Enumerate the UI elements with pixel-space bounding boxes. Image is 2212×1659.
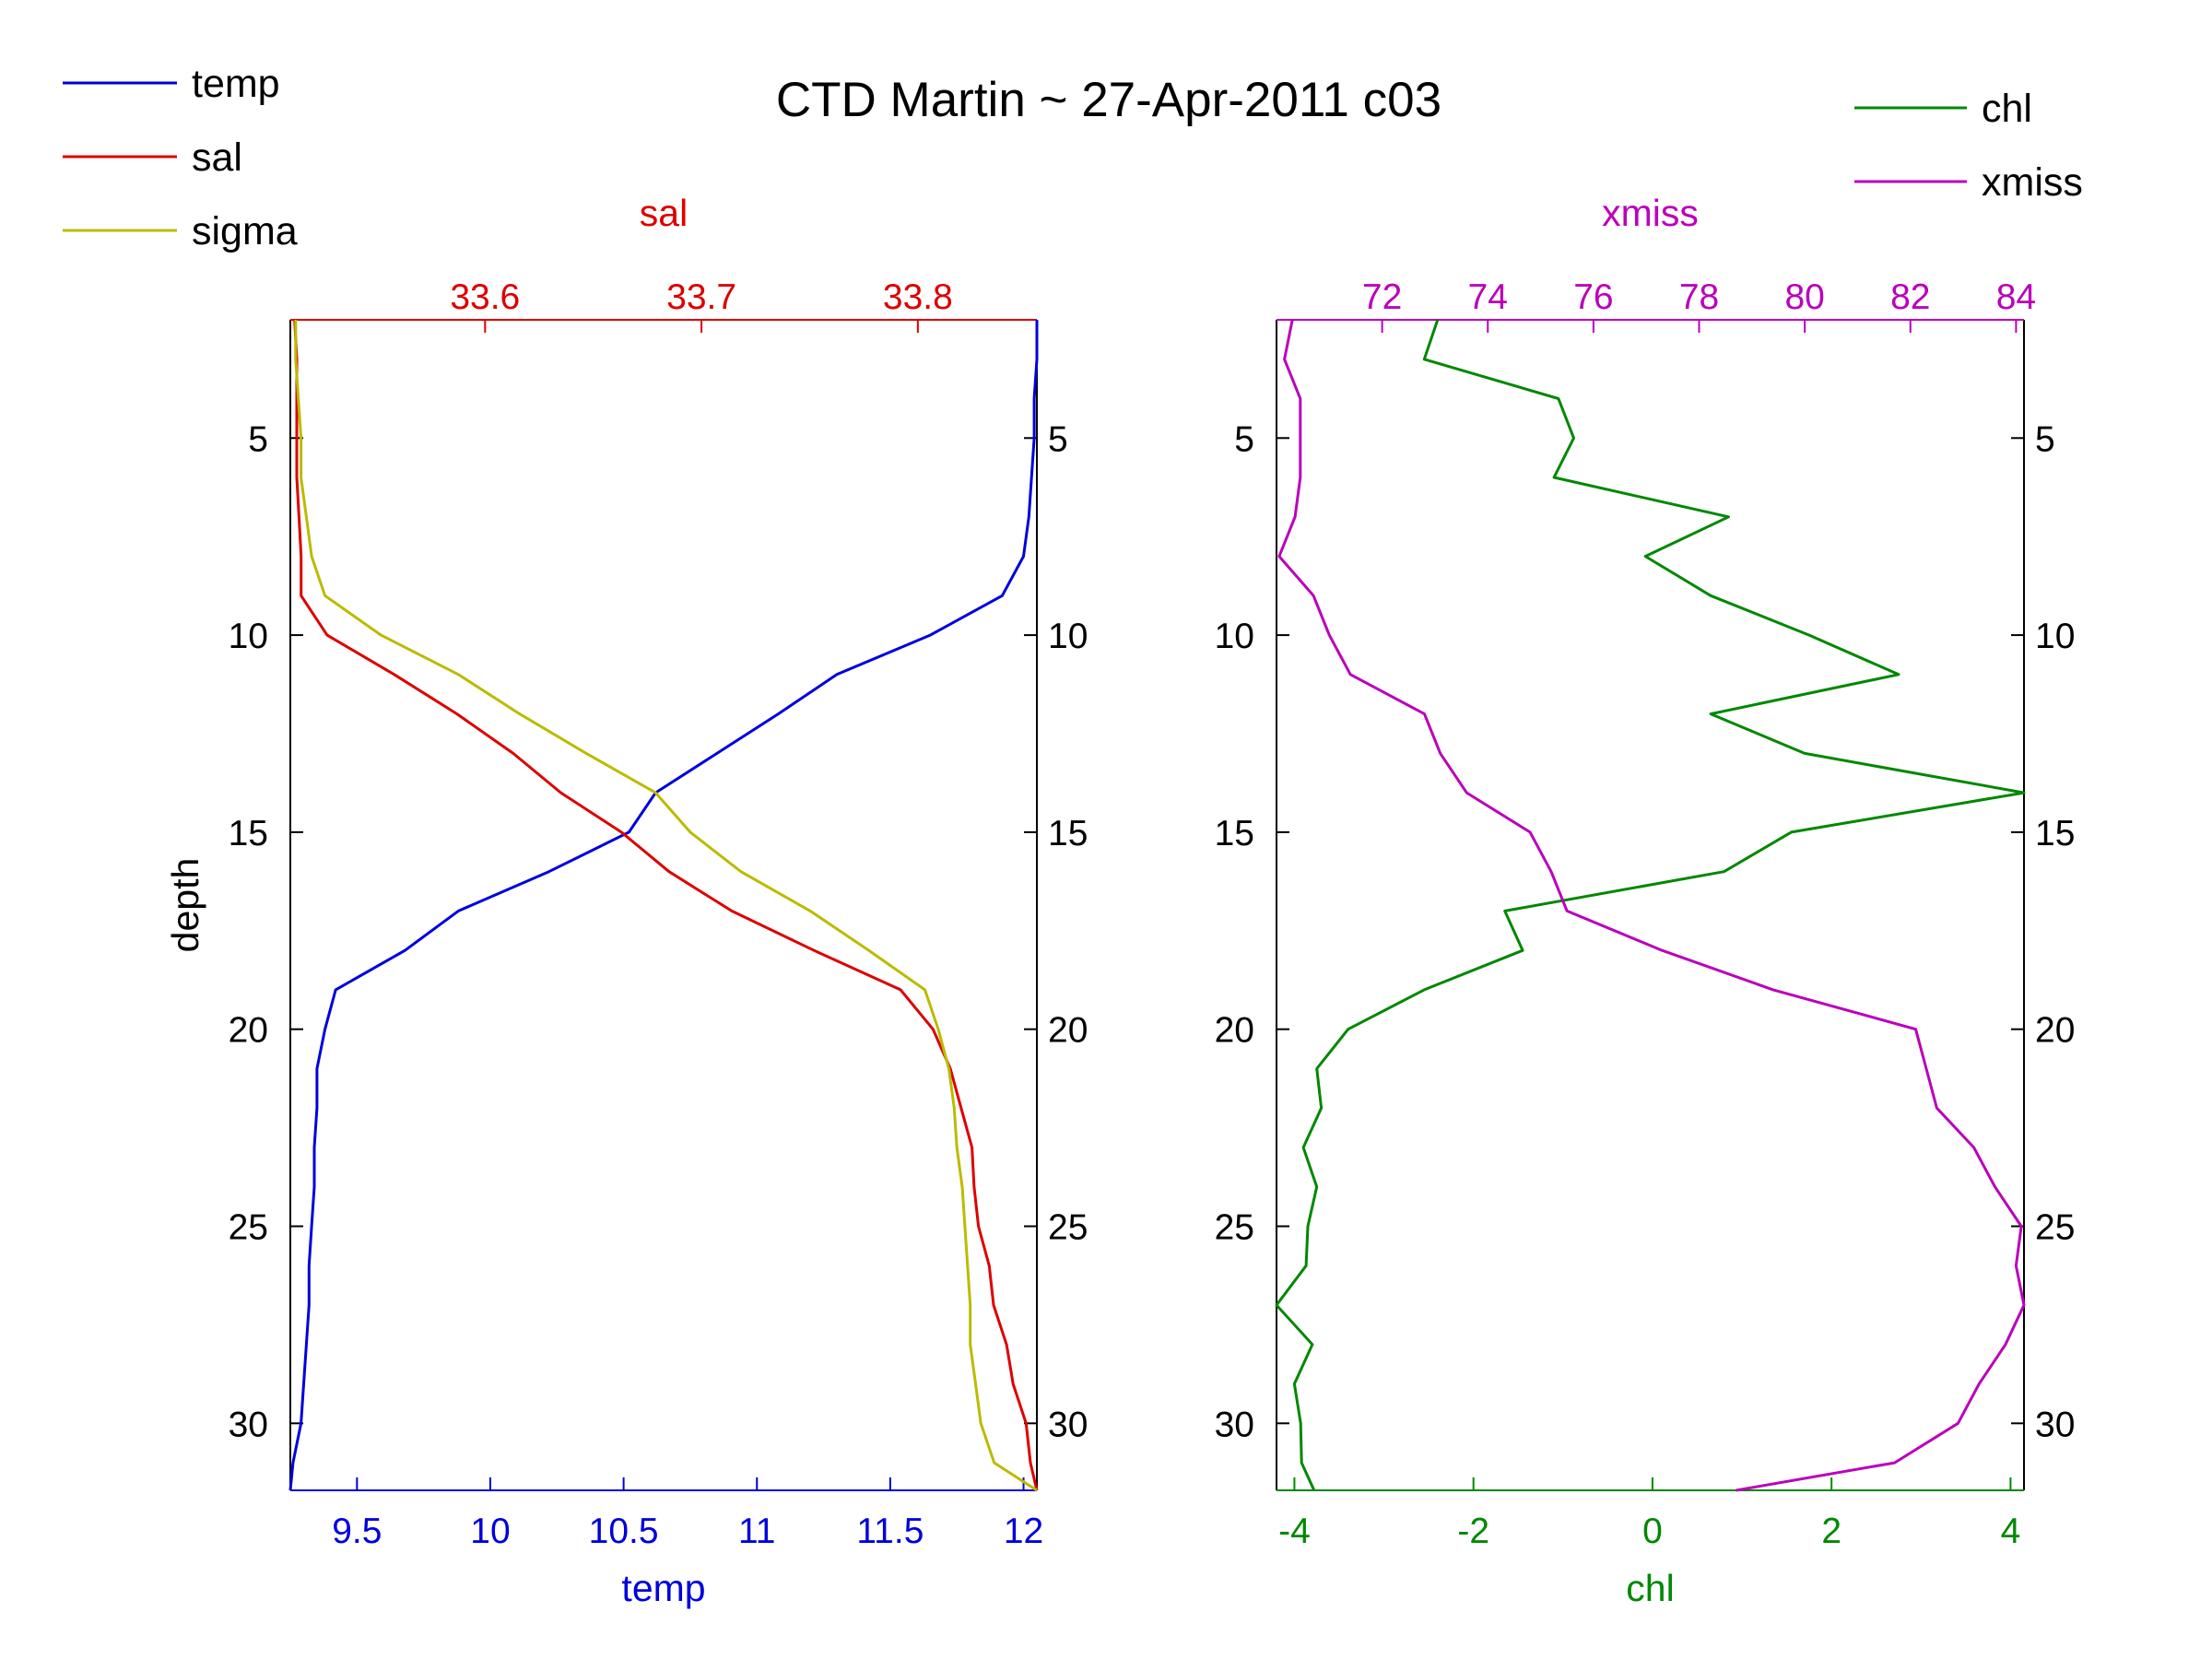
right-xtick-label-bottom: 0 bbox=[1642, 1512, 1663, 1551]
left-xtick-label-bottom: 9.5 bbox=[332, 1512, 382, 1551]
left-y-axis-label: depth bbox=[164, 858, 206, 953]
left-ytick-label-right: 20 bbox=[1048, 1011, 1088, 1051]
legend-right: chl xmiss bbox=[1854, 87, 2083, 205]
legend-left: temp sal sigma bbox=[63, 62, 298, 253]
left-panel: 5 5 10 10 15 15 20 20 25 25 30 30 9.5 10 10.5 11 11.5 12 3… bbox=[164, 192, 1088, 1609]
right-ytick-label-left: 20 bbox=[1215, 1011, 1254, 1051]
left-ytick-label-left: 20 bbox=[229, 1011, 268, 1051]
right-ytick-label-left: 5 bbox=[1234, 419, 1254, 459]
left-ytick-label-right: 10 bbox=[1048, 617, 1088, 656]
left-xtick-label-bottom: 11 bbox=[738, 1512, 776, 1551]
left-ytick-label-left: 15 bbox=[229, 814, 268, 853]
left-xtick-label-bottom: 10.5 bbox=[589, 1512, 659, 1551]
right-top-axis-label: xmiss bbox=[1602, 192, 1699, 234]
right-xtick-label-bottom: 4 bbox=[2001, 1512, 2021, 1551]
left-top-axis-label: sal bbox=[640, 192, 688, 234]
right-ytick-label-right: 30 bbox=[2035, 1405, 2075, 1444]
right-ytick-label-right: 20 bbox=[2035, 1011, 2075, 1051]
series-line-sal bbox=[293, 319, 1039, 1491]
left-ytick-label-left: 25 bbox=[229, 1208, 268, 1248]
left-ytick-label-left: 10 bbox=[229, 617, 268, 656]
right-ytick-label-right: 10 bbox=[2035, 617, 2075, 656]
legend-label-sal: sal bbox=[192, 135, 242, 180]
right-panel: 5 5 10 10 15 15 20 20 25 25 30 30 -4 -2 0 2 4 72 74 76 78 80 8… bbox=[1215, 192, 2076, 1609]
right-xtick-label-top: 76 bbox=[1573, 277, 1613, 317]
left-xtick-label-bottom: 12 bbox=[1004, 1512, 1043, 1551]
series-line-chl bbox=[1275, 319, 2026, 1491]
legend-label-sigma: sigma bbox=[192, 209, 298, 253]
right-xtick-label-bottom: -2 bbox=[1457, 1512, 1489, 1551]
right-xtick-label-top: 80 bbox=[1784, 277, 1824, 317]
left-bottom-axis-label: temp bbox=[621, 1567, 705, 1609]
right-ytick-label-left: 15 bbox=[1215, 814, 1254, 853]
right-ytick-label-right: 25 bbox=[2035, 1208, 2075, 1248]
left-ytick-label-left: 5 bbox=[248, 419, 268, 459]
left-xtick-label-top: 33.6 bbox=[450, 277, 520, 317]
series-line-temp bbox=[288, 320, 1039, 1491]
left-xtick-label-bottom: 10 bbox=[470, 1512, 510, 1551]
legend-label-chl: chl bbox=[1982, 87, 2032, 131]
right-xtick-label-top: 82 bbox=[1890, 277, 1930, 317]
right-bottom-axis-label: chl bbox=[1626, 1567, 1674, 1609]
right-xtick-label-bottom: 2 bbox=[1821, 1512, 1841, 1551]
left-ytick-label-right: 30 bbox=[1048, 1405, 1088, 1444]
left-xtick-label-top: 33.8 bbox=[883, 277, 953, 317]
right-ytick-label-right: 15 bbox=[2035, 814, 2075, 853]
right-ytick-label-left: 10 bbox=[1215, 617, 1254, 656]
left-ytick-label-right: 25 bbox=[1048, 1208, 1088, 1248]
series-line-sigma bbox=[294, 320, 1038, 1492]
series-line-xmiss bbox=[1277, 319, 2026, 1492]
right-ytick-label-left: 25 bbox=[1215, 1208, 1254, 1248]
left-ytick-label-right: 15 bbox=[1048, 814, 1088, 853]
right-xtick-label-top: 78 bbox=[1679, 277, 1719, 317]
left-xtick-label-bottom: 11.5 bbox=[856, 1512, 924, 1551]
legend-label-temp: temp bbox=[192, 62, 280, 106]
right-xtick-label-top: 74 bbox=[1468, 277, 1508, 317]
right-xtick-label-top: 72 bbox=[1362, 277, 1402, 317]
right-xtick-label-top: 84 bbox=[1996, 277, 2036, 317]
right-xtick-label-bottom: -4 bbox=[1278, 1512, 1311, 1551]
right-ytick-label-left: 30 bbox=[1215, 1405, 1254, 1444]
right-ytick-label-right: 5 bbox=[2035, 419, 2055, 459]
left-xtick-label-top: 33.7 bbox=[666, 277, 736, 317]
left-ytick-label-left: 30 bbox=[229, 1405, 268, 1444]
chart-title: CTD Martin ~ 27-Apr-2011 c03 bbox=[776, 73, 1441, 127]
left-ytick-label-right: 5 bbox=[1048, 419, 1068, 459]
legend-label-xmiss: xmiss bbox=[1982, 160, 2083, 205]
